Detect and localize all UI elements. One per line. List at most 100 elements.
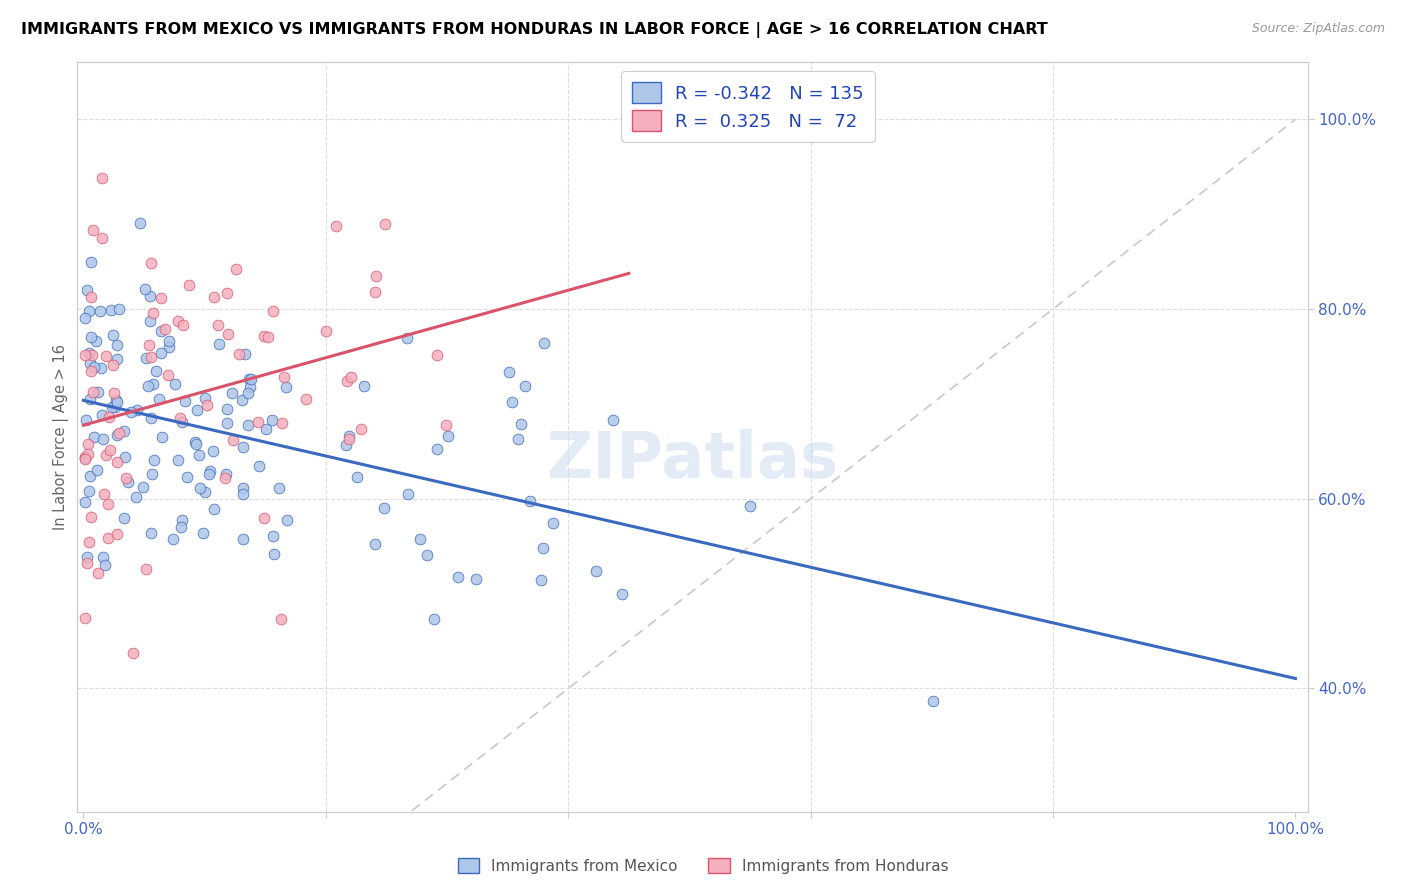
Point	[240, 372, 263, 386]
Point	[232, 487, 254, 501]
Point	[139, 314, 162, 328]
Point	[86, 566, 108, 580]
Point	[262, 529, 284, 543]
Point	[256, 330, 278, 344]
Point	[232, 532, 254, 546]
Point	[105, 338, 128, 352]
Point	[167, 314, 190, 328]
Point	[112, 424, 135, 438]
Point	[117, 475, 139, 490]
Point	[221, 434, 243, 448]
Text: IMMIGRANTS FROM MEXICO VS IMMIGRANTS FROM HONDURAS IN LABOR FORCE | AGE > 16 COR: IMMIGRANTS FROM MEXICO VS IMMIGRANTS FRO…	[21, 22, 1047, 38]
Point	[513, 378, 536, 392]
Point	[167, 453, 190, 467]
Text: ZIPatlas: ZIPatlas	[547, 428, 838, 491]
Point	[79, 535, 101, 549]
Point	[202, 444, 225, 458]
Point	[202, 290, 225, 304]
Point	[186, 437, 208, 451]
Point	[89, 303, 111, 318]
Point	[501, 394, 523, 409]
Point	[416, 548, 439, 562]
Point	[141, 467, 163, 481]
Point	[84, 334, 107, 348]
Point	[295, 392, 318, 406]
Point	[103, 386, 125, 401]
Point	[170, 512, 193, 526]
Point	[73, 495, 96, 509]
Point	[80, 290, 103, 304]
Point	[364, 536, 387, 550]
Point	[150, 324, 173, 338]
Point	[396, 487, 419, 501]
Point	[141, 350, 163, 364]
Point	[464, 572, 486, 586]
Point	[104, 393, 127, 408]
Point	[155, 322, 177, 336]
Point	[194, 391, 217, 405]
Point	[138, 338, 160, 352]
Point	[173, 394, 195, 409]
Point	[498, 365, 520, 379]
Point	[215, 416, 238, 430]
Point	[202, 501, 225, 516]
Point	[208, 337, 231, 351]
Point	[172, 415, 194, 429]
Point	[169, 520, 191, 534]
Point	[346, 469, 368, 483]
Point	[143, 453, 166, 467]
Point	[139, 255, 162, 269]
Point	[262, 304, 284, 318]
Point	[188, 481, 211, 495]
Point	[270, 612, 292, 626]
Point	[610, 587, 633, 601]
Point	[602, 413, 624, 427]
Point	[73, 450, 96, 465]
Point	[145, 364, 167, 378]
Point	[80, 330, 103, 344]
Point	[188, 448, 211, 462]
Point	[73, 451, 96, 466]
Point	[325, 219, 347, 233]
Point	[125, 402, 148, 417]
Legend: R = -0.342   N = 135, R =  0.325   N =  72: R = -0.342 N = 135, R = 0.325 N = 72	[621, 71, 875, 142]
Point	[75, 611, 97, 625]
Point	[364, 285, 387, 299]
Point	[921, 694, 943, 708]
Point	[239, 380, 262, 394]
Point	[80, 509, 103, 524]
Point	[336, 374, 359, 388]
Point	[125, 490, 148, 504]
Point	[103, 359, 125, 373]
Point	[236, 386, 259, 401]
Point	[247, 458, 270, 473]
Point	[82, 223, 104, 237]
Point	[91, 550, 114, 565]
Point	[374, 218, 396, 232]
Point	[136, 379, 159, 393]
Point	[114, 450, 136, 464]
Point	[76, 283, 98, 297]
Point	[142, 377, 165, 392]
Point	[409, 532, 432, 546]
Point	[76, 556, 98, 570]
Point	[353, 378, 375, 392]
Point	[83, 359, 105, 374]
Point	[90, 360, 112, 375]
Point	[195, 398, 218, 412]
Point	[434, 418, 457, 433]
Point	[134, 282, 156, 296]
Point	[77, 304, 100, 318]
Point	[254, 422, 277, 436]
Point	[73, 310, 96, 325]
Point	[87, 384, 110, 399]
Point	[105, 454, 128, 468]
Point	[340, 370, 363, 384]
Point	[101, 400, 124, 414]
Point	[97, 497, 120, 511]
Point	[252, 328, 274, 343]
Point	[530, 573, 553, 587]
Point	[157, 340, 180, 354]
Point	[337, 429, 360, 443]
Point	[105, 351, 128, 366]
